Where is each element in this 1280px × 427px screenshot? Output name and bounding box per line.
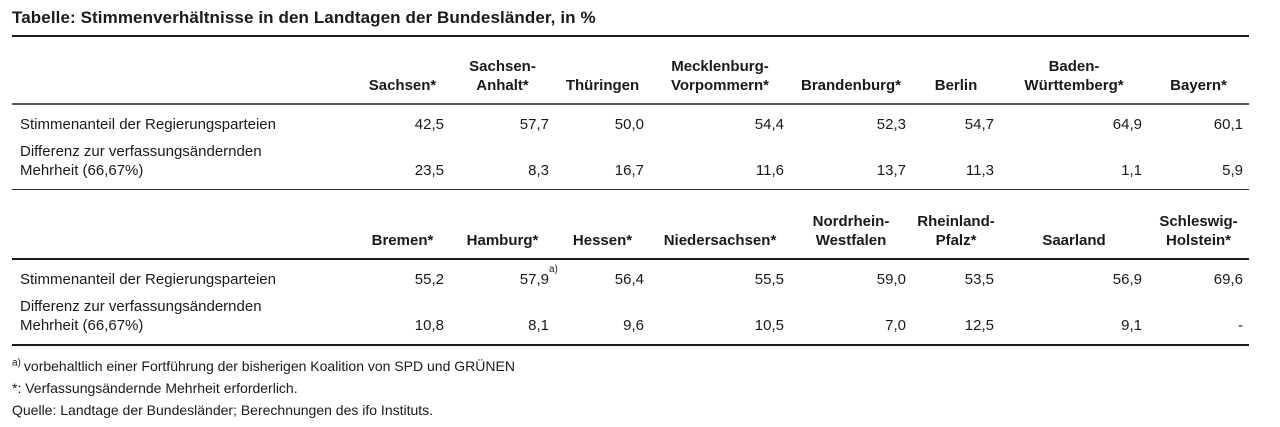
col-header-thueringen: Thüringen — [565, 77, 640, 94]
value-cell: 10,5 — [754, 317, 784, 334]
value-cell: 13,7 — [876, 162, 906, 179]
value-cell: 54,4 — [754, 116, 784, 133]
row-label-diff: Differenz zur verfassungsändernden Mehrh… — [20, 143, 262, 179]
value-cell: 59,0 — [876, 271, 906, 288]
value-text: 57,9 — [519, 271, 549, 288]
value-cell: 8,3 — [528, 162, 549, 179]
table1-label-header — [12, 37, 355, 104]
footnote-star: *: Verfassungsändernde Mehrheit erforder… — [12, 380, 298, 396]
table1-diff-row: Differenz zur verfassungsändernden Mehrh… — [12, 138, 1249, 190]
col-header-rheinland-pfalz: Rheinland- Pfalz* — [917, 213, 995, 249]
value-cell: 5,9 — [1222, 162, 1243, 179]
value-cell: 42,5 — [414, 116, 444, 133]
value-cell: 12,5 — [964, 317, 994, 334]
value-cell: 64,9 — [1112, 116, 1142, 133]
table2-share-row: Stimmenanteil der Regierungsparteien 55,… — [12, 259, 1249, 293]
col-header-nordrhein-westfalen: Nordrhein- Westfalen — [812, 213, 890, 249]
value-cell: 53,5 — [964, 271, 994, 288]
row-label-share: Stimmenanteil der Regierungsparteien — [20, 271, 276, 288]
value-cell: 7,0 — [885, 317, 906, 334]
col-header-hamburg: Hamburg* — [466, 232, 539, 249]
footnotes: a) vorbehaltlich einer Fortführung der bi… — [12, 355, 1249, 421]
table2-label-header — [12, 200, 355, 259]
value-cell: 56,4 — [614, 271, 644, 288]
value-cell: 57,7 — [519, 116, 549, 133]
value-cell: 55,5 — [754, 271, 784, 288]
value-cell: 52,3 — [876, 116, 906, 133]
value-cell: 1,1 — [1121, 162, 1142, 179]
value-cell: 11,3 — [965, 162, 994, 179]
row-label-share: Stimmenanteil der Regierungsparteien — [20, 116, 276, 133]
value-cell: 56,9 — [1112, 271, 1142, 288]
col-header-niedersachsen: Niedersachsen* — [663, 232, 777, 249]
table1-header-row: Sachsen* Sachsen- Anhalt* Thüringen Meck… — [12, 37, 1249, 104]
table-west-north-states: Bremen* Hamburg* Hessen* Niedersachsen* … — [12, 200, 1249, 346]
col-header-sachsen: Sachsen* — [368, 77, 437, 94]
value-cell: 10,8 — [414, 317, 444, 334]
value-cell: 55,2 — [414, 271, 444, 288]
value-cell: 11,6 — [755, 162, 784, 179]
value-cell: 60,1 — [1213, 116, 1243, 133]
col-header-hessen: Hessen* — [572, 232, 633, 249]
footnote-a-marker: a) — [12, 357, 21, 369]
value-cell: 16,7 — [614, 162, 644, 179]
value-cell: - — [1238, 317, 1243, 334]
footnote-a-marker: a) — [549, 264, 558, 275]
footnote-a: a) vorbehaltlich einer Fortführung der bi… — [12, 355, 1249, 377]
col-header-berlin: Berlin — [934, 77, 978, 94]
value-cell-with-note: 57,9 a) — [450, 259, 558, 293]
value-cell: 50,0 — [614, 116, 644, 133]
col-header-brandenburg: Brandenburg* — [800, 77, 901, 94]
table2-diff-row: Differenz zur verfassungsändernden Mehrh… — [12, 293, 1249, 345]
table2-header-row: Bremen* Hamburg* Hessen* Niedersachsen* … — [12, 200, 1249, 259]
value-cell: 54,7 — [964, 116, 994, 133]
value-cell: 9,1 — [1121, 317, 1142, 334]
col-header-mecklenburg-vorpommern: Mecklenburg- Vorpommern* — [670, 58, 770, 94]
row-label-diff: Differenz zur verfassungsändernden Mehrh… — [20, 298, 262, 334]
col-header-bremen: Bremen* — [371, 232, 434, 249]
table-title: Tabelle: Stimmenverhältnisse in den Land… — [12, 6, 1249, 37]
value-cell: 9,6 — [623, 317, 644, 334]
value-cell: 69,6 — [1213, 271, 1243, 288]
value-cell: 23,5 — [414, 162, 444, 179]
col-header-baden-wuerttemberg: Baden- Württemberg* — [1024, 58, 1124, 94]
source-line: Quelle: Landtage der Bundesländer; Berec… — [12, 402, 434, 418]
col-header-sachsen-anhalt: Sachsen- Anhalt* — [469, 58, 536, 94]
footnote-a-text: vorbehaltlich einer Fortführung der bish… — [23, 358, 515, 374]
col-header-saarland: Saarland — [1042, 232, 1106, 249]
table-east-south-states: Sachsen* Sachsen- Anhalt* Thüringen Meck… — [12, 37, 1249, 190]
col-header-schleswig-holstein: Schleswig- Holstein* — [1159, 213, 1238, 249]
value-cell: 8,1 — [528, 317, 549, 334]
col-header-bayern: Bayern* — [1170, 77, 1227, 94]
table1-share-row: Stimmenanteil der Regierungsparteien 42,… — [12, 104, 1249, 138]
